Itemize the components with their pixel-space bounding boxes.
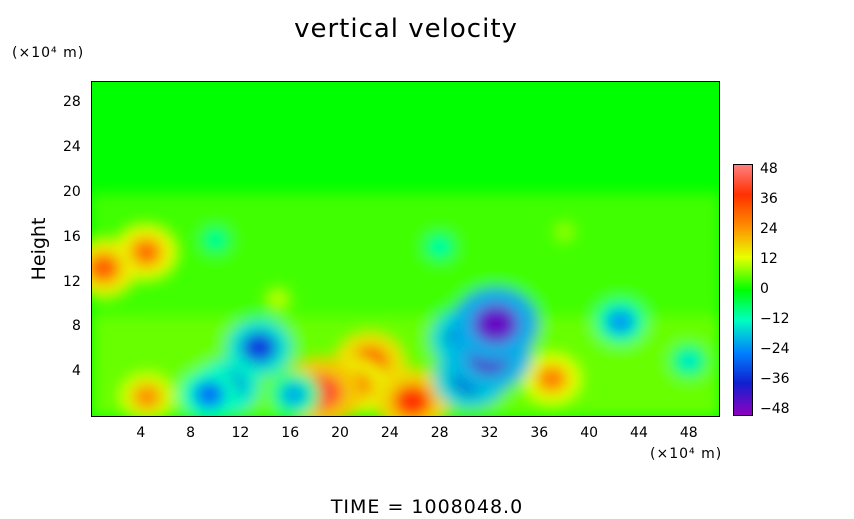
colorbar [733,164,753,416]
field-feature [241,331,278,364]
x-tick-label: 4 [136,425,146,441]
x-tick-label: 44 [630,425,648,441]
field-feature [536,365,568,393]
y-tick-label: 8 [72,318,81,335]
time-footer: TIME = 1008048.0 [330,496,524,518]
colorbar-gradient [733,164,753,416]
y-tick-label: 28 [63,94,81,111]
x-tick-label: 32 [480,425,499,441]
colorbar-tick-label: 36 [760,191,778,207]
x-tick-label: 48 [679,425,698,441]
x-tick-label: 40 [580,425,599,441]
colorbar-tick-label: −48 [760,401,790,417]
field-feature [429,237,450,256]
colorbar-tick-label: −36 [760,371,790,387]
field-feature [473,304,519,344]
colorbar-tick-label: −12 [760,311,790,327]
colorbar-tick-label: 0 [760,281,769,297]
field-feature [280,382,308,407]
plot-frame [91,81,720,417]
field-feature [268,290,288,309]
y-tick-label: 24 [63,139,81,156]
colorbar-tick-label: 24 [760,221,778,237]
field-feature [606,309,635,335]
y-tick-label: 4 [72,363,81,380]
heatmap-plot-area [91,81,720,417]
y-tick-label: 16 [63,228,81,245]
colorbar-tick-label: −24 [760,341,790,357]
field-feature [91,252,121,284]
y-tick-label: 20 [63,184,81,200]
colorbar-tick-label: 48 [760,161,778,177]
x-tick-label: 16 [281,425,300,441]
mid-level-band [91,193,720,317]
x-tick-label: 24 [380,425,399,441]
field-feature [206,231,226,249]
field-feature [193,380,225,409]
field-feature [677,350,700,372]
x-tick-label: 28 [430,425,449,441]
field-feature [392,384,432,417]
x-tick-label: 20 [331,425,349,441]
field-feature [555,224,573,241]
x-tick-label: 12 [231,425,250,441]
x-tick-label: 8 [186,425,196,441]
heatmap-field [91,81,720,417]
field-feature [129,237,163,267]
y-tick-label: 12 [63,273,81,290]
chart-title: vertical velocity [294,14,518,44]
y-axis-label: Height [28,217,50,281]
x-axis-unit: (×10⁴ m) [650,446,723,462]
x-tick-label: 36 [530,425,549,441]
field-feature [132,383,162,410]
y-axis-unit: (×10⁴ m) [12,45,85,61]
colorbar-tick-label: 12 [760,251,778,267]
